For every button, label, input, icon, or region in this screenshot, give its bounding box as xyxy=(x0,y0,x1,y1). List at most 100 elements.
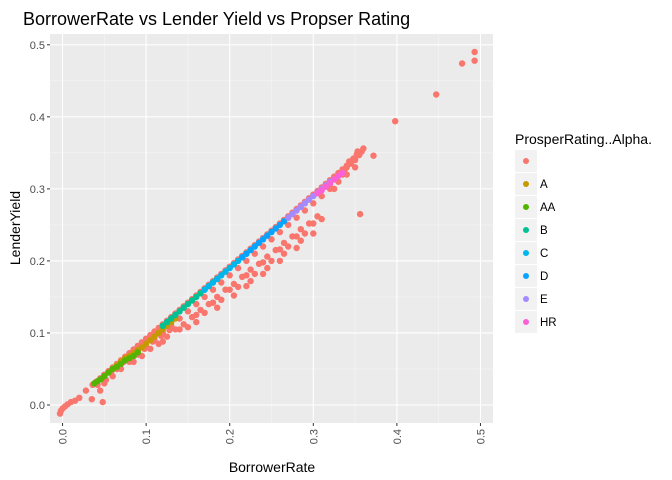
legend-label: HR xyxy=(540,317,557,329)
data-point xyxy=(268,257,275,265)
data-point xyxy=(222,268,229,275)
data-point xyxy=(243,282,250,290)
data-point xyxy=(471,48,478,56)
data-point xyxy=(218,279,225,286)
data-point xyxy=(360,145,367,152)
data-point xyxy=(155,329,162,337)
data-point xyxy=(293,207,300,214)
data-point xyxy=(285,214,292,221)
data-point xyxy=(268,236,275,243)
data-point xyxy=(214,275,221,283)
data-point xyxy=(88,396,96,403)
grid-lines xyxy=(50,34,493,423)
data-point xyxy=(205,282,212,290)
data-point xyxy=(326,179,334,187)
data-point xyxy=(247,266,254,273)
data-point xyxy=(301,230,309,237)
legend-swatch xyxy=(523,273,529,279)
data-point xyxy=(184,324,192,331)
data-point xyxy=(138,344,146,351)
data-point xyxy=(230,261,238,268)
data-point xyxy=(310,220,317,227)
data-point xyxy=(234,264,242,272)
data-point xyxy=(226,286,233,293)
data-point xyxy=(264,253,271,260)
data-point xyxy=(234,257,242,265)
data-point xyxy=(301,200,309,207)
data-point xyxy=(392,118,399,125)
data-point xyxy=(82,387,90,394)
data-point xyxy=(433,91,440,98)
legend-label: AA xyxy=(540,202,556,214)
data-point xyxy=(226,272,233,279)
data-point xyxy=(370,152,377,159)
legend-label: B xyxy=(540,225,548,237)
x-tick-label: 0.5 xyxy=(475,429,487,444)
x-tick-label: 0.2 xyxy=(225,429,237,444)
data-point xyxy=(180,304,187,311)
x-tick-label: 0.0 xyxy=(58,429,70,444)
data-point xyxy=(354,148,361,155)
chart-title: BorrowerRate vs Lender Yield vs Propser … xyxy=(23,9,410,29)
data-point xyxy=(297,203,304,211)
data-point xyxy=(268,228,275,236)
data-point xyxy=(264,264,271,272)
data-point xyxy=(218,296,225,303)
data-point xyxy=(293,244,300,252)
data-point xyxy=(193,300,200,308)
series-D xyxy=(239,214,292,261)
data-point xyxy=(176,326,183,333)
series-AA xyxy=(91,349,141,387)
data-point xyxy=(356,210,364,218)
data-point xyxy=(138,352,146,360)
data-point xyxy=(163,333,171,340)
y-tick-label: 0.5 xyxy=(30,40,45,52)
data-point xyxy=(130,352,137,360)
data-point xyxy=(97,387,104,394)
data-point xyxy=(471,57,478,64)
legend-title: ProsperRating..Alpha. xyxy=(515,131,652,147)
data-point xyxy=(280,239,288,247)
data-point xyxy=(105,369,112,376)
data-point xyxy=(188,297,196,304)
data-point xyxy=(318,215,325,223)
data-point xyxy=(251,250,258,257)
data-point xyxy=(243,250,250,257)
data-point xyxy=(280,218,288,225)
data-point xyxy=(276,257,284,265)
data-point xyxy=(147,337,154,344)
data-point xyxy=(172,311,179,319)
data-point xyxy=(259,243,267,250)
data-point xyxy=(247,277,254,285)
y-tick-label: 0.2 xyxy=(30,256,45,268)
data-point xyxy=(226,264,233,272)
data-point xyxy=(264,232,271,239)
data-point xyxy=(163,318,171,326)
data-point xyxy=(239,254,246,261)
data-point xyxy=(259,259,267,266)
data-point xyxy=(285,243,292,250)
series-HR xyxy=(314,169,346,197)
y-tick-label: 0.0 xyxy=(30,400,45,412)
data-point xyxy=(76,394,83,401)
legend-label: D xyxy=(540,271,548,283)
data-point xyxy=(305,196,313,203)
data-point xyxy=(276,228,284,236)
data-point xyxy=(218,272,225,279)
data-point xyxy=(117,360,125,368)
data-point xyxy=(209,299,217,306)
data-point xyxy=(234,283,242,291)
data-point xyxy=(176,308,183,315)
data-point xyxy=(142,340,150,347)
legend-label: A xyxy=(540,179,548,191)
data-point xyxy=(193,318,200,326)
axes: 0.0 0.1 0.2 0.3 0.4 0.5 0.0 0.1 0.2 0.3 0.4 0.5 xyxy=(30,40,488,444)
data-point xyxy=(209,286,217,293)
data-point xyxy=(147,345,154,352)
data-point xyxy=(293,214,300,221)
data-point xyxy=(201,309,208,316)
data-points xyxy=(56,48,478,417)
data-point xyxy=(351,164,359,171)
